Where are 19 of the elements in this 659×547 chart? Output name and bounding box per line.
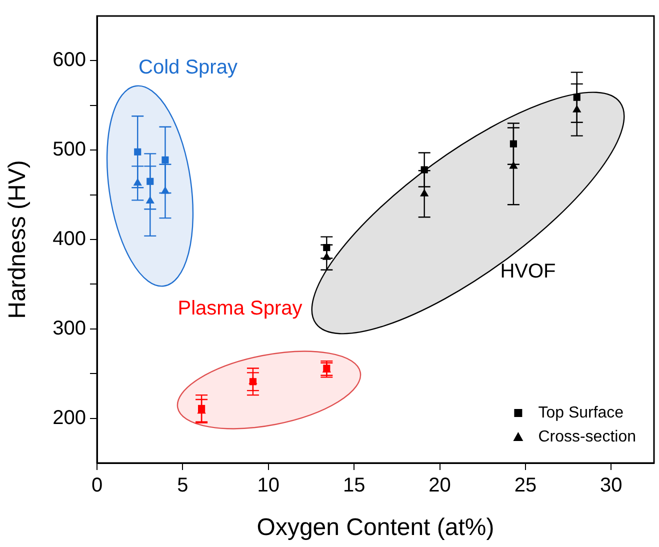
x-tick-label: 0 xyxy=(91,474,103,497)
annotation: Cold Spray xyxy=(138,56,238,79)
annotation: Plasma Spray xyxy=(178,298,302,320)
y-tick-label: 200 xyxy=(52,406,86,429)
x-tick-label: 30 xyxy=(600,474,622,497)
x-tick-label: 15 xyxy=(342,474,366,497)
x-tick-label: 25 xyxy=(514,474,537,497)
x-tick-label: 20 xyxy=(428,474,451,497)
legend-label: Top Surface xyxy=(538,404,624,422)
x-tick-label: 10 xyxy=(257,474,280,497)
y-tick-label: 300 xyxy=(52,317,86,340)
y-axis-title: Hardness (HV) xyxy=(4,160,32,319)
annotation: HVOF xyxy=(500,260,556,283)
legend-label: Cross-section xyxy=(538,428,636,446)
y-tick-label: 400 xyxy=(52,228,86,250)
x-axis-title: Oxygen Content (at%) xyxy=(256,514,494,542)
y-tick-label: 600 xyxy=(52,49,86,72)
y-tick-label: 500 xyxy=(52,138,86,161)
x-tick-label: 5 xyxy=(177,474,188,497)
